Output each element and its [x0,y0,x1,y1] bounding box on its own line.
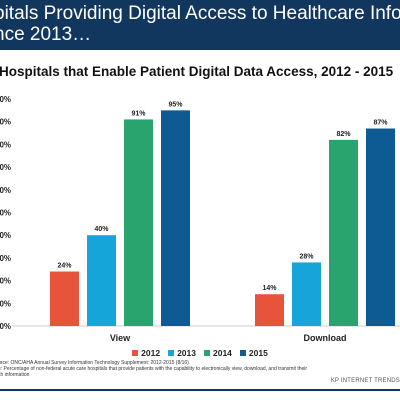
bar-2014-download [329,139,358,326]
bar-2013-view [87,235,116,326]
bar-2015-download [366,128,395,326]
legend-item-2013: 2013 [168,348,196,358]
data-label: 95% [168,101,183,108]
y-tick-label: 0% [0,231,11,240]
y-tick-label: 0% [0,140,11,149]
bar-2015-view [161,110,190,326]
legend-label: 2014 [213,348,232,358]
data-label: 82% [336,131,351,138]
slide-title: pitals Providing Digital Access to Healt… [0,3,400,45]
legend-swatch [239,350,246,356]
chart-legend: 2012 2013 2014 2015 [0,346,400,360]
bar-2012-download [255,294,284,326]
data-label: 24% [57,263,72,270]
y-tick-label: 0% [0,254,11,263]
y-tick-label: 0% [0,118,11,127]
chart-title-text: Hospitals that Enable Patient Digital Da… [0,64,394,79]
y-tick-label: 0% [0,277,11,286]
data-label: 87% [373,120,388,127]
legend-item-2012: 2012 [132,348,160,358]
y-tick-label: 0% [0,95,11,104]
source-footnote: urce: ONC/AHA Annual Survey Information … [0,360,308,378]
slide-header: pitals Providing Digital Access to Healt… [0,0,400,50]
y-tick-label: 0% [0,163,11,172]
legend-swatch [204,350,210,356]
bar-2012-view [50,271,79,326]
legend-item-2015: 2015 [239,348,268,358]
legend-label: 2012 [141,348,161,358]
y-tick-label: 0% [0,186,11,195]
y-tick-label: 0% [0,299,11,308]
legend-swatch [168,350,175,356]
footer-bar [0,389,400,391]
legend-label: 2015 [248,348,268,358]
chart-title: Hospitals that Enable Patient Digital Da… [0,64,400,82]
legend-item-2014: 2014 [204,348,232,358]
x-category-label: Download [304,333,347,343]
bar-2013-download [292,262,321,326]
brand-label: KP INTERNET TRENDS [330,378,400,384]
bar-2014-view [124,119,153,327]
y-tick-label: 0% [0,322,11,331]
data-label: 40% [94,226,109,233]
data-label: 28% [299,253,314,260]
data-label: 14% [262,285,277,292]
y-tick-label: 0% [0,209,11,218]
data-label: 91% [131,110,146,117]
x-category-label: View [110,333,131,343]
legend-label: 2013 [177,348,196,358]
legend-swatch [132,350,139,356]
